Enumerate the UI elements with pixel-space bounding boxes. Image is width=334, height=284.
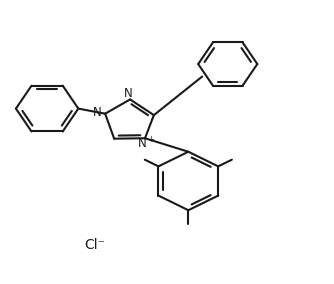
Text: N: N xyxy=(93,106,101,119)
Text: N$^+$: N$^+$ xyxy=(137,137,156,152)
Text: Cl⁻: Cl⁻ xyxy=(84,238,105,252)
Text: N: N xyxy=(124,87,133,100)
